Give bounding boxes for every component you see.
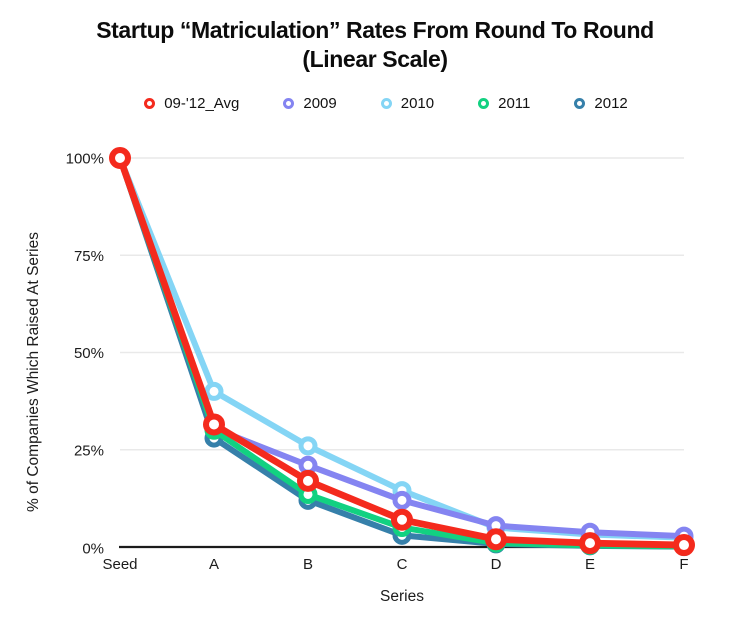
legend-label: 2010 <box>400 95 435 112</box>
legend-label: 2009 <box>303 95 337 112</box>
legend: 09-'12_Avg 2009 2010 2011 2012 <box>0 95 750 112</box>
legend-ring-icon <box>574 98 586 109</box>
data-point-09-'12_Avg-D <box>485 528 507 551</box>
y-tick-label: 100% <box>66 151 104 168</box>
legend-label: 2012 <box>594 95 628 112</box>
legend-label: 2011 <box>498 95 531 112</box>
series-line-2009 <box>117 155 687 540</box>
chart-title-line1: Startup “Matriculation” Rates From Round… <box>96 17 654 43</box>
x-axis-title: Series <box>380 588 424 605</box>
legend-item-2009: 2009 <box>283 95 337 112</box>
series-line-2010 <box>117 155 687 541</box>
y-axis-title: % of Companies Which Raised At Series <box>25 232 42 512</box>
data-point-09-'12_Avg-C <box>391 508 413 531</box>
x-tick-label: F <box>679 556 688 573</box>
legend-ring-icon <box>380 98 392 109</box>
x-tick-label: A <box>209 556 219 573</box>
data-point-09-'12_Avg-B <box>297 469 319 492</box>
y-tick-label: 75% <box>74 248 104 265</box>
data-point-2009-C <box>392 490 412 510</box>
legend-item-2011: 2011 <box>478 95 530 112</box>
data-point-09-'12_Avg-A <box>203 413 225 436</box>
legend-item-2010: 2010 <box>380 95 435 112</box>
x-tick-label: C <box>397 556 408 573</box>
chart-title-line2: (Linear Scale) <box>302 46 448 72</box>
data-point-09-'12_Avg-E <box>579 532 601 555</box>
y-tick-label: 0% <box>82 541 104 558</box>
legend-item-2012: 2012 <box>574 95 628 112</box>
y-tick-label: 50% <box>74 345 104 362</box>
data-point-2010-B <box>298 436 318 456</box>
x-tick-label: E <box>585 556 595 573</box>
legend-ring-icon <box>478 98 490 109</box>
chart-title: Startup “Matriculation” Rates From Round… <box>0 16 750 74</box>
x-tick-label: D <box>491 556 502 573</box>
x-tick-label: Seed <box>102 556 137 573</box>
y-tick-label: 25% <box>74 442 104 459</box>
x-tick-label: B <box>303 556 313 573</box>
data-point-09-'12_Avg-Seed <box>109 147 131 169</box>
data-point-2010-A <box>204 381 224 401</box>
data-point-09-'12_Avg-F <box>673 534 695 557</box>
legend-ring-icon <box>283 98 295 109</box>
legend-ring-icon <box>144 98 156 109</box>
legend-label: 09-'12_Avg <box>164 95 240 112</box>
legend-item-avg: 09-'12_Avg <box>144 95 239 112</box>
